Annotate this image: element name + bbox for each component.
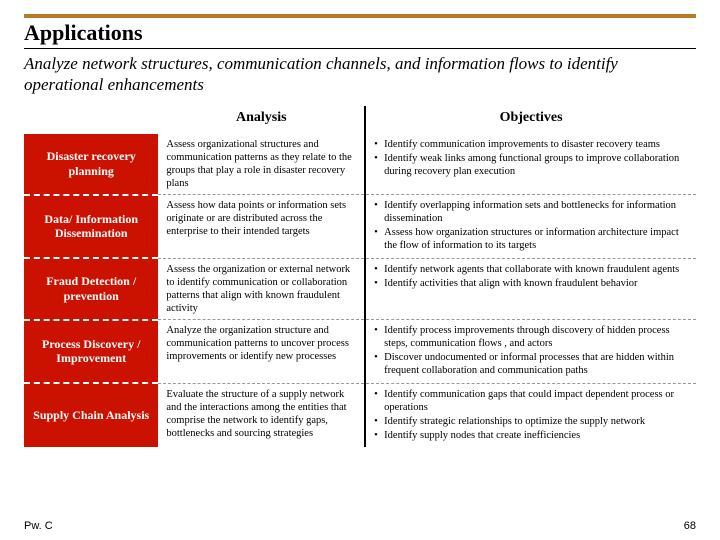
- brand-label: Pw. C: [24, 520, 53, 532]
- page-title: Applications: [24, 20, 696, 49]
- table-row: Fraud Detection / prevention Assess the …: [24, 258, 696, 320]
- accent-rule: [24, 14, 696, 18]
- objective-item: Identify communication improvements to d…: [374, 138, 688, 151]
- table-header-row: Analysis Objectives: [24, 106, 696, 134]
- analysis-cell: Analyze the organization structure and c…: [158, 320, 365, 384]
- page-subtitle: Analyze network structures, communicatio…: [24, 53, 696, 96]
- objective-item: Identify strategic relationships to opti…: [374, 415, 688, 428]
- objective-item: Assess how organization structures or in…: [374, 226, 688, 252]
- analysis-cell: Assess organizational structures and com…: [158, 134, 365, 195]
- table-row: Supply Chain Analysis Evaluate the struc…: [24, 383, 696, 447]
- table-row: Data/ Information Dissemination Assess h…: [24, 195, 696, 259]
- row-header: Disaster recovery planning: [24, 134, 158, 195]
- objective-item: Identify overlapping information sets an…: [374, 199, 688, 225]
- objectives-cell: Identify communication improvements to d…: [365, 134, 696, 195]
- row-header: Process Discovery / Improvement: [24, 320, 158, 384]
- objectives-cell: Identify process improvements through di…: [365, 320, 696, 384]
- analysis-cell: Assess how data points or information se…: [158, 195, 365, 259]
- objectives-cell: Identify network agents that collaborate…: [365, 258, 696, 320]
- col-header-objectives: Objectives: [365, 106, 696, 134]
- objective-item: Identify weak links among functional gro…: [374, 152, 688, 178]
- objective-item: Identify activities that align with know…: [374, 277, 688, 290]
- analysis-cell: Evaluate the structure of a supply netwo…: [158, 383, 365, 447]
- objective-item: Identify process improvements through di…: [374, 324, 688, 350]
- footer: Pw. C 68: [24, 520, 696, 532]
- objective-item: Identify communication gaps that could i…: [374, 388, 688, 414]
- objectives-cell: Identify communication gaps that could i…: [365, 383, 696, 447]
- objective-item: Identify network agents that collaborate…: [374, 263, 688, 276]
- objective-item: Discover undocumented or informal proces…: [374, 351, 688, 377]
- analysis-cell: Assess the organization or external netw…: [158, 258, 365, 320]
- row-header: Supply Chain Analysis: [24, 383, 158, 447]
- row-header: Data/ Information Dissemination: [24, 195, 158, 259]
- applications-table: Analysis Objectives Disaster recovery pl…: [24, 106, 696, 448]
- objective-item: Identify supply nodes that create ineffi…: [374, 429, 688, 442]
- slide-page: Applications Analyze network structures,…: [0, 0, 720, 540]
- col-header-analysis: Analysis: [158, 106, 365, 134]
- row-header: Fraud Detection / prevention: [24, 258, 158, 320]
- table-row: Process Discovery / Improvement Analyze …: [24, 320, 696, 384]
- table-row: Disaster recovery planning Assess organi…: [24, 134, 696, 195]
- page-number: 68: [684, 520, 696, 532]
- objectives-cell: Identify overlapping information sets an…: [365, 195, 696, 259]
